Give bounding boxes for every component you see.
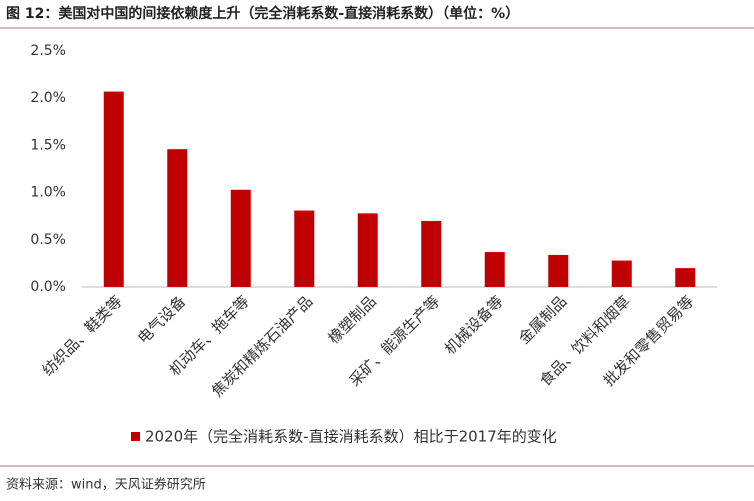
bar xyxy=(103,91,124,287)
bar xyxy=(357,213,378,287)
bar xyxy=(675,268,696,287)
y-tick-label: 1.0% xyxy=(30,185,66,201)
x-tick-label: 金属制品 xyxy=(515,292,570,347)
y-tick-label: 2.5% xyxy=(30,43,66,59)
bar xyxy=(421,220,442,287)
bar xyxy=(167,149,188,287)
x-tick-label: 纺织品、鞋类等 xyxy=(39,292,126,379)
legend-swatch xyxy=(131,432,140,441)
bar xyxy=(230,189,251,287)
x-tick-label: 机械设备等 xyxy=(441,292,507,358)
y-tick-label: 1.5% xyxy=(30,137,66,153)
y-tick-label: 2.0% xyxy=(30,90,66,106)
bar xyxy=(548,254,569,287)
chart-title: 图 12：美国对中国的间接依赖度上升（完全消耗系数-直接消耗系数）（单位：%） xyxy=(6,5,519,22)
legend-label: 2020年（完全消耗系数-直接消耗系数）相比于2017年的变化 xyxy=(145,428,557,446)
source: 资料来源：wind，天风证券研究所 xyxy=(6,477,206,493)
x-tick-label: 橡塑制品 xyxy=(325,292,380,347)
y-tick-label: 0.5% xyxy=(30,232,66,248)
bar xyxy=(294,210,315,287)
y-tick-label: 0.0% xyxy=(30,279,66,295)
x-tick-label: 电气设备 xyxy=(134,292,189,347)
bar xyxy=(484,252,505,287)
bar xyxy=(611,260,632,287)
